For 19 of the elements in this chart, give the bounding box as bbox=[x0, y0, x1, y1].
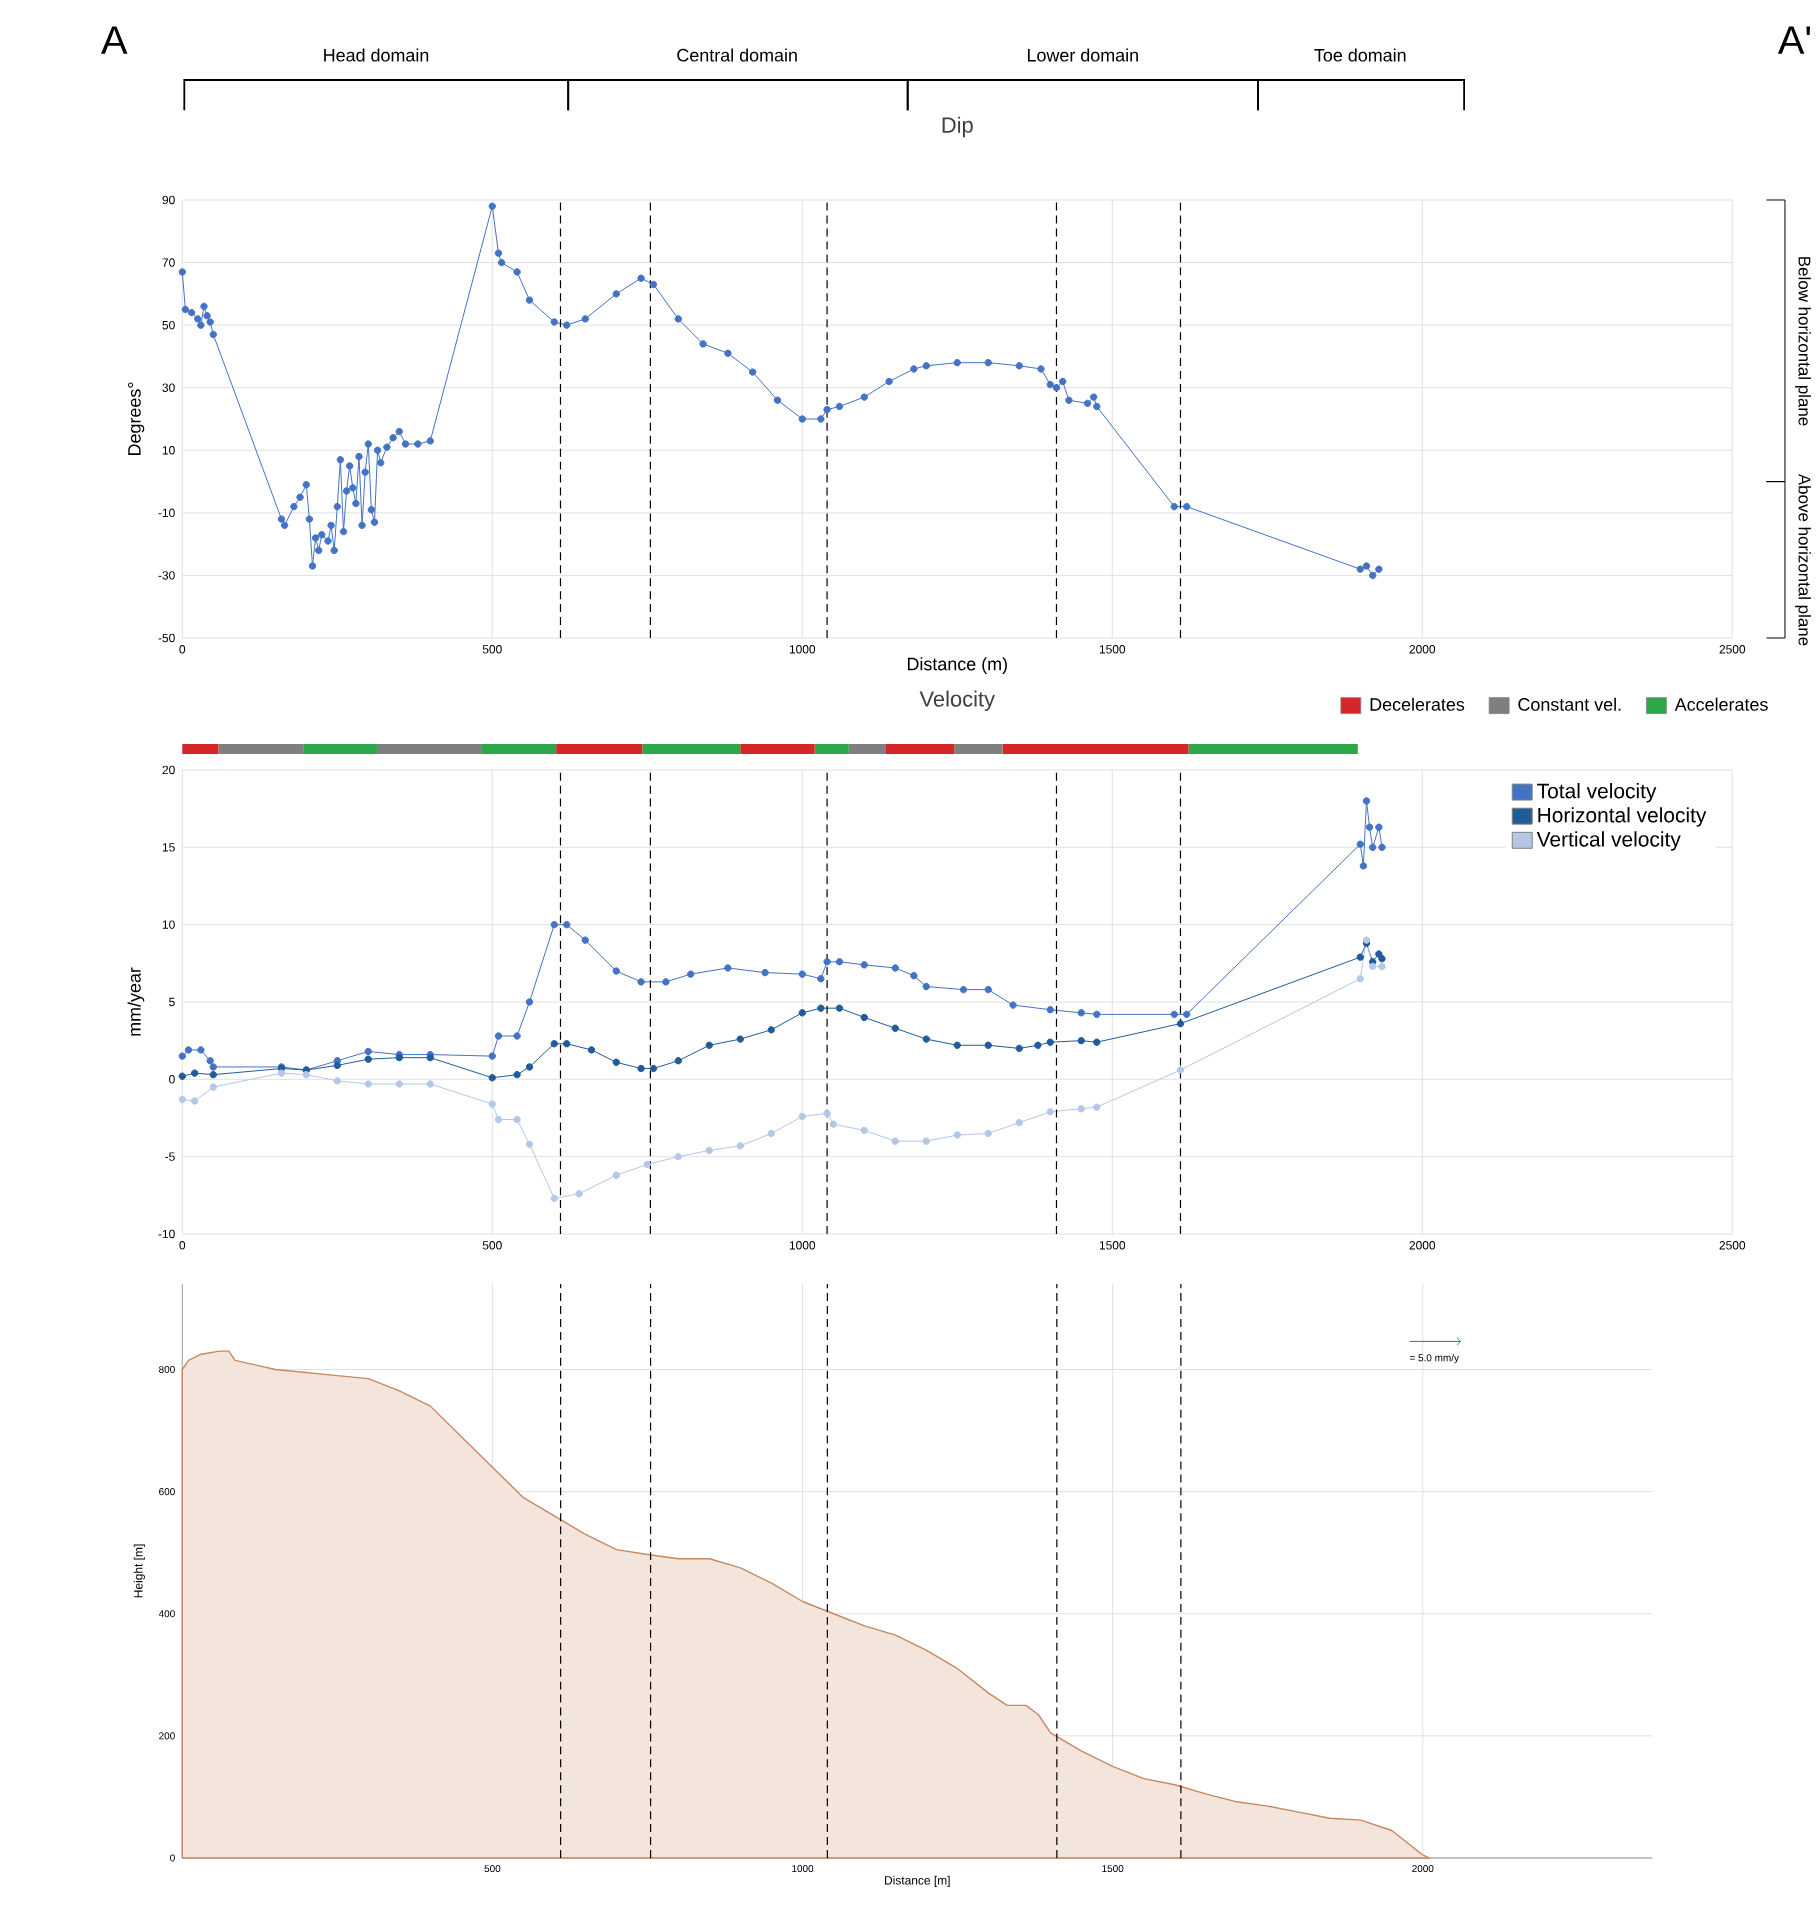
legend-label: Constant vel. bbox=[1518, 697, 1621, 711]
text: Lower domain bbox=[1027, 48, 1138, 62]
chart-title: Velocity bbox=[919, 690, 995, 711]
legend-label: Vertical velocity bbox=[1536, 831, 1681, 851]
text: Above horizontal plane bbox=[1795, 473, 1811, 646]
text: A' bbox=[1777, 26, 1810, 54]
y-axis-title: Degrees° bbox=[127, 382, 145, 455]
chart-title: Dip bbox=[942, 116, 973, 138]
text: Head domain bbox=[324, 48, 429, 62]
text: Below horizontal plane bbox=[1795, 257, 1811, 426]
text: Toe domain bbox=[1314, 48, 1406, 62]
legend-label: Horizontal velocity bbox=[1538, 807, 1707, 827]
legend-label: Accelerates bbox=[1674, 697, 1768, 711]
text: Central domain bbox=[677, 48, 797, 62]
y-axis-title: mm/year bbox=[127, 967, 145, 1036]
text: A bbox=[100, 26, 128, 54]
legend-label: Total velocity bbox=[1537, 783, 1657, 803]
legend-label: Decelerates bbox=[1370, 697, 1465, 711]
x-axis-title: Distance (m) bbox=[907, 657, 1007, 674]
